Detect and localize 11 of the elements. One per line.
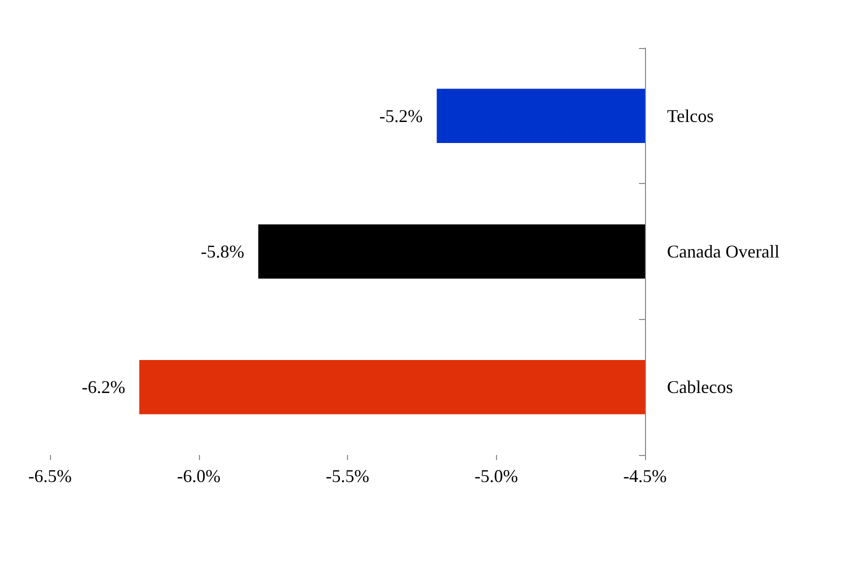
data-label: -6.2% bbox=[82, 377, 126, 398]
x-tick-label: -6.0% bbox=[177, 466, 220, 486]
x-tick-label: -5.5% bbox=[326, 466, 370, 486]
x-tick-label: -5.0% bbox=[474, 466, 518, 486]
x-tick-label: -6.5% bbox=[28, 466, 72, 486]
y-tick-label: Telcos bbox=[667, 106, 714, 126]
data-label: -5.8% bbox=[200, 242, 244, 262]
y-tick-label: Canada Overall bbox=[667, 242, 780, 262]
y-tick-label: Cablecos bbox=[667, 377, 733, 398]
x-tick-label: -4.5% bbox=[623, 466, 667, 486]
data-label: -5.2% bbox=[379, 106, 423, 126]
